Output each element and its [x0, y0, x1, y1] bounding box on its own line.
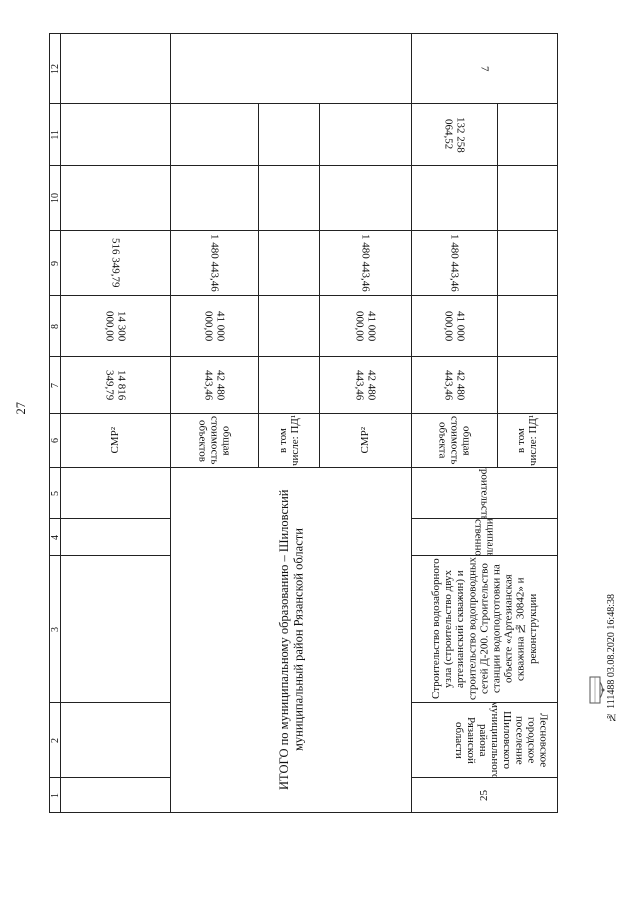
total-r2-c7 [258, 356, 320, 414]
amount: 41 000 000,00 [202, 310, 227, 342]
prev-row-cell-11 [60, 103, 171, 166]
prev-row-cell-2 [60, 702, 171, 778]
cost-type-label: в том числе: ПД¹ [276, 414, 301, 467]
item-r1-c10 [411, 165, 498, 231]
total-r2-c9 [258, 230, 320, 296]
item-r2-c7 [497, 356, 558, 414]
prev-row-cell-5 [60, 467, 171, 519]
item-r1-c8: 41 000 000,00 [411, 295, 498, 357]
item-r1-c9: 1 480 443,46 [411, 230, 498, 296]
total-r2-c8 [258, 295, 320, 357]
amount: 42 480 443,46 [353, 369, 378, 401]
registration-stamp-text: № 111488 03.08.2020 16:48:38 [606, 594, 617, 723]
item-r1-c7: 42 480 443,46 [411, 356, 498, 414]
item-municipality: Лесновское городское поселение Шиловског… [452, 702, 550, 778]
total-r1-c10 [170, 165, 259, 231]
prev-row-cell-9: 516 349,79 [60, 230, 171, 296]
amount: 1 480 443,46 [359, 234, 372, 292]
amount: 42 480 443,46 [442, 369, 467, 401]
amount: 42 480 443,46 [202, 369, 227, 401]
item-ownership-cell: муниципальная собственность [411, 518, 558, 556]
total-r1-c9: 1 480 443,46 [170, 230, 259, 296]
cost-type-label: общая стоимость объекта [436, 416, 473, 465]
prev-row-cell-1 [60, 777, 171, 813]
total-r2-c10 [258, 165, 320, 231]
item-ownership: муниципальная собственность [472, 518, 497, 556]
amount: 41 000 000,00 [353, 310, 378, 342]
item-number-cell: 25 [411, 777, 558, 813]
prev-row-cell-8: 14 300 000,00 [60, 295, 171, 357]
prev-row-cell-7: 14 816 349,79 [60, 356, 171, 414]
building-stamp-icon [589, 676, 605, 704]
amount: 14 300 000,00 [103, 310, 128, 342]
prev-row-cell-6: СМР² [60, 413, 171, 468]
col-number-text: 11 [49, 129, 61, 140]
item-r2-c8 [497, 295, 558, 357]
col-number-text: 5 [49, 490, 61, 496]
item-r1-c11: 132 258 064,52 [411, 103, 498, 166]
amount: 41 000 000,00 [442, 310, 467, 342]
total-r3-c8: 41 000 000,00 [319, 295, 412, 357]
cost-type-label: общая стоимость объектов [196, 416, 233, 465]
item-c12: 7 [411, 33, 558, 104]
total-r1-c11 [170, 103, 259, 166]
total-r1-c8: 41 000 000,00 [170, 295, 259, 357]
total-r2-c6: в том числе: ПД¹ [258, 413, 320, 468]
col-number-text: 1 [49, 792, 61, 798]
col-number-text: 7 [49, 382, 61, 388]
total-label: ИТОГО по муниципальному образованию – Ши… [276, 489, 305, 791]
cost-type-label: в том числе: ПД¹ [515, 414, 540, 467]
item-work-type-cell: строительство [411, 467, 558, 519]
total-r3-c11 [319, 103, 412, 166]
item-c12-value: 7 [478, 65, 491, 72]
prev-row-cell-12 [60, 33, 171, 104]
item-r2-c10 [497, 165, 558, 231]
prev-row-cell-4 [60, 518, 171, 556]
col-number-text: 2 [49, 737, 61, 743]
prev-row-cell-3 [60, 555, 171, 703]
prev-row-cell-10 [60, 165, 171, 231]
col-number-text: 10 [49, 193, 61, 203]
item-object: Строительство водозаборного узла (строит… [430, 557, 539, 701]
amount: 132 258 064,52 [442, 116, 467, 153]
col-number-text: 9 [49, 260, 61, 266]
total-r3-c7: 42 480 443,46 [319, 356, 412, 414]
item-object-cell: Строительство водозаборного узла (строит… [411, 555, 558, 703]
total-r3-c9: 1 480 443,46 [319, 230, 412, 296]
total-r2-c11 [258, 103, 320, 166]
item-r1-c6: общая стоимость объекта [411, 413, 498, 468]
amount: 14 816 349,79 [103, 369, 128, 401]
cost-type-label: СМР² [109, 427, 122, 454]
amount: 516 349,79 [109, 238, 122, 288]
amount: 1 480 443,46 [448, 234, 461, 292]
col-number-text: 6 [49, 438, 61, 443]
col-number-text: 4 [49, 534, 61, 540]
item-municipality-cell: Лесновское городское поселение Шиловског… [411, 702, 558, 778]
amount: 1 480 443,46 [208, 234, 221, 292]
item-r2-c6: в том числе: ПД¹ [497, 413, 558, 468]
total-r3-c10 [319, 165, 412, 231]
total-r3-c6: СМР² [319, 413, 412, 468]
col-number-text: 8 [49, 323, 61, 329]
item-number: 25 [478, 789, 491, 801]
col-number-text: 3 [49, 626, 61, 632]
total-r1-c6: общая стоимость объектов [170, 413, 259, 468]
col-number-text: 12 [49, 63, 61, 74]
item-r2-c9 [497, 230, 558, 296]
item-r2-c11 [497, 103, 558, 166]
total-label-cell: ИТОГО по муниципальному образованию – Ши… [170, 467, 412, 813]
total-r1-c7: 42 480 443,46 [170, 356, 259, 414]
cost-type-label: СМР² [359, 427, 372, 454]
total-c12 [170, 33, 412, 104]
item-work-type: строительство [478, 467, 491, 519]
page-number: 27 [14, 402, 28, 415]
